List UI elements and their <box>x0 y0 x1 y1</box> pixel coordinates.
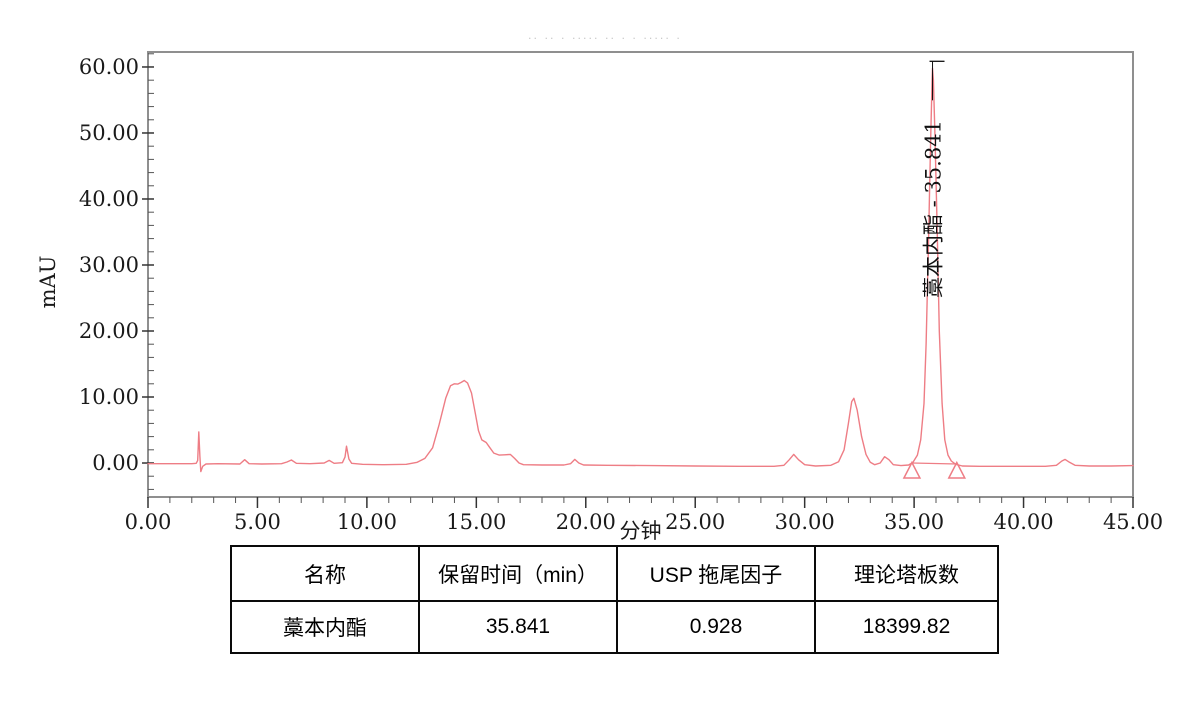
x-tick-label: 0.00 <box>125 510 172 534</box>
integration-marker <box>947 460 967 479</box>
table-cell: 18399.82 <box>814 600 999 654</box>
x-tick-label: 5.00 <box>234 510 281 534</box>
chromatogram-chart: 0.00 10.00 20.00 30.00 40.00 50.00 60.00 0.00 5.… <box>36 51 1163 543</box>
integration-baseline <box>911 462 957 465</box>
plot-frame <box>147 51 1134 498</box>
table-header-cell: 理论塔板数 <box>814 545 999 602</box>
table-header-cell: 保留时间（min） <box>418 545 618 602</box>
y-tick-label: 40.00 <box>79 187 139 211</box>
x-tick-label: 20.00 <box>556 510 616 534</box>
y-tick-label: 20.00 <box>79 319 139 343</box>
results-table: 名称 保留时间（min） USP 拖尾因子 理论塔板数 藁本内酯 35.841 0.928 1… <box>230 545 999 654</box>
x-tick-label: 15.00 <box>446 510 506 534</box>
y-tick-label: 60.00 <box>79 55 139 79</box>
x-axis-title: 分钟 <box>620 519 662 543</box>
faint-header-text: ·· ·· · ····· ·· · · ····· · <box>528 32 682 45</box>
table-row: 藁本内酯 35.841 0.928 18399.82 <box>230 600 999 654</box>
table-cell: 35.841 <box>418 600 618 654</box>
table-header-cell: 名称 <box>230 545 420 602</box>
x-tick-label: 35.00 <box>884 510 944 534</box>
x-tick-label: 25.00 <box>665 510 725 534</box>
x-tick-label: 40.00 <box>993 510 1053 534</box>
x-tick-label: 30.00 <box>775 510 835 534</box>
y-tick-label: 50.00 <box>79 121 139 145</box>
y-tick-label: 0.00 <box>92 451 139 475</box>
table-cell: 0.928 <box>616 600 816 654</box>
y-tick-label: 10.00 <box>79 385 139 409</box>
table-header-row: 名称 保留时间（min） USP 拖尾因子 理论塔板数 <box>230 545 999 602</box>
table-cell: 藁本内酯 <box>230 600 420 654</box>
y-axis-unit-label: mAU <box>36 256 60 309</box>
x-tick-label: 10.00 <box>337 510 397 534</box>
table-header-cell: USP 拖尾因子 <box>616 545 816 602</box>
peak-label: 藁本内酯 - 35.841 <box>922 120 946 298</box>
integration-marker <box>902 460 922 479</box>
x-tick-label: 45.00 <box>1103 510 1163 534</box>
signal-trace <box>147 67 1134 473</box>
y-tick-label: 30.00 <box>79 253 139 277</box>
